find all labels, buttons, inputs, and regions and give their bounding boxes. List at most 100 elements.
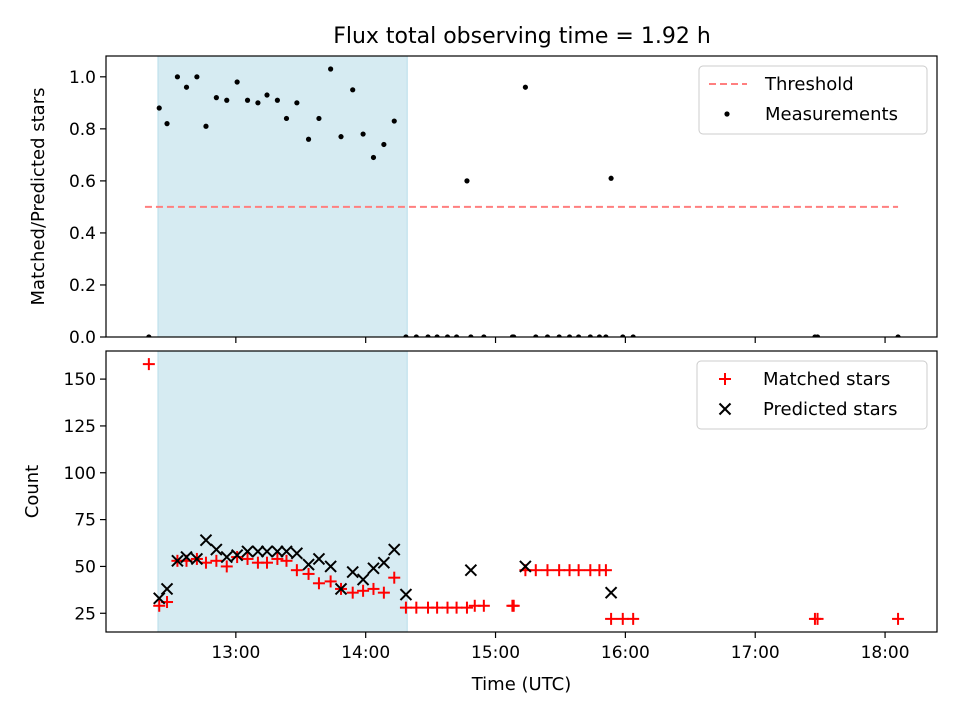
y-tick-label: 150 — [64, 370, 96, 390]
x-tick-label: 15:00 — [471, 643, 520, 663]
predicted-star-marker — [399, 588, 413, 601]
x-tick-label: 16:00 — [601, 643, 650, 663]
matched-star-marker — [431, 601, 444, 614]
measurement-point — [183, 84, 190, 90]
measurement-point — [620, 334, 626, 337]
top-shaded-region — [157, 56, 408, 337]
y-tick-label: 0.6 — [69, 172, 96, 192]
matched-star-marker — [399, 601, 412, 614]
legend-label: Measurements — [765, 104, 898, 125]
matched-star-marker — [153, 599, 166, 612]
y-tick-label: 0.8 — [69, 120, 96, 140]
matched-star-marker — [346, 586, 359, 599]
predicted-star-marker — [153, 592, 166, 605]
matched-star-marker — [507, 599, 520, 612]
matched-star-marker — [541, 564, 554, 577]
predicted-star-marker — [519, 560, 532, 573]
measurement-point — [481, 334, 487, 337]
matched-star-marker — [605, 612, 618, 625]
legend-label: Matched stars — [763, 369, 890, 390]
predicted-star-marker — [190, 552, 204, 566]
y-tick-label: 125 — [64, 417, 96, 437]
measurement-point — [294, 100, 300, 106]
predicted-star-marker — [180, 550, 193, 564]
matched-star-marker — [367, 582, 380, 595]
measurement-point — [283, 115, 290, 122]
y-tick-label: 100 — [64, 464, 96, 484]
matched-star-marker — [220, 560, 233, 573]
y-tick-label: 75 — [74, 511, 96, 531]
y-tick-label: 1.0 — [69, 68, 96, 88]
y-tick-label: 0.4 — [69, 224, 96, 244]
measurement-point — [305, 136, 312, 142]
measurement-point — [533, 334, 539, 337]
predicted-star-marker — [280, 545, 293, 558]
predicted-star-marker — [171, 554, 184, 568]
measurement-point — [608, 175, 614, 181]
matched-star-marker — [290, 564, 303, 577]
measurement-point — [453, 334, 460, 337]
legend-label: Predicted stars — [763, 399, 897, 420]
x-tick-label: 17:00 — [731, 643, 780, 663]
x-tick-label: 14:00 — [341, 643, 390, 663]
measurement-point — [146, 334, 152, 337]
bottom-shaded-region — [157, 351, 408, 632]
matched-star-marker — [572, 564, 585, 577]
measurement-point — [224, 97, 230, 103]
measurement-point — [464, 178, 470, 184]
measurement-point — [203, 123, 209, 129]
legend-measurement-swatch — [724, 111, 730, 117]
measurement-point — [316, 115, 322, 122]
measurement-point — [444, 334, 451, 337]
matched-star-marker — [261, 556, 274, 569]
top-plot-area — [144, 56, 901, 337]
matched-star-marker — [599, 564, 612, 577]
measurement-point — [413, 334, 419, 337]
matched-star-marker — [142, 358, 155, 371]
measurement-point — [255, 100, 261, 106]
predicted-star-marker — [210, 543, 223, 556]
predicted-star-marker — [241, 545, 254, 558]
legend-label: Threshold — [764, 74, 854, 95]
matched-star-marker — [410, 601, 423, 614]
legend-frame — [698, 65, 928, 135]
measurement-point — [522, 84, 528, 90]
predicted-star-marker — [388, 543, 401, 556]
measurement-point — [511, 334, 517, 337]
measurement-point — [425, 334, 431, 337]
matched-star-marker — [477, 599, 490, 612]
matched-star-marker — [271, 552, 284, 565]
measurement-point — [156, 105, 162, 111]
matched-star-marker — [460, 601, 473, 614]
predicted-star-marker — [312, 552, 326, 566]
predicted-star-marker — [334, 582, 348, 596]
predicted-star-marker — [377, 556, 391, 569]
matched-star-marker — [377, 586, 390, 599]
legend-predicted-swatch — [718, 402, 732, 416]
matched-star-marker — [357, 584, 370, 597]
matched-star-marker — [302, 567, 315, 580]
predicted-star-marker — [324, 560, 337, 573]
top-axes-frame — [105, 55, 938, 338]
matched-star-marker — [811, 612, 824, 625]
matched-star-marker — [324, 575, 337, 588]
measurement-point — [338, 134, 344, 140]
top-panel: 0.0 0.2 0.4 0.6 0.8 1.0 Matched/Predicted star… — [28, 55, 938, 348]
matched-star-marker — [450, 601, 463, 614]
measurement-point — [381, 141, 387, 148]
measurement-point — [234, 79, 240, 85]
predicted-star-marker — [464, 563, 478, 577]
matched-star-marker — [388, 571, 401, 584]
matched-star-marker — [892, 612, 905, 625]
matched-star-marker — [529, 564, 542, 577]
measurement-point — [587, 334, 593, 337]
predicted-star-marker — [346, 565, 359, 579]
chart-title: Flux total observing time = 1.92 h — [333, 24, 711, 49]
matched-star-marker — [210, 554, 223, 567]
bottom-plot-area — [142, 351, 905, 632]
top-y-axis-label: Matched/Predicted stars — [28, 88, 49, 306]
predicted-star-marker — [220, 550, 233, 564]
measurement-point — [174, 74, 181, 80]
legend-frame — [696, 360, 928, 430]
measurement-point — [328, 66, 334, 72]
